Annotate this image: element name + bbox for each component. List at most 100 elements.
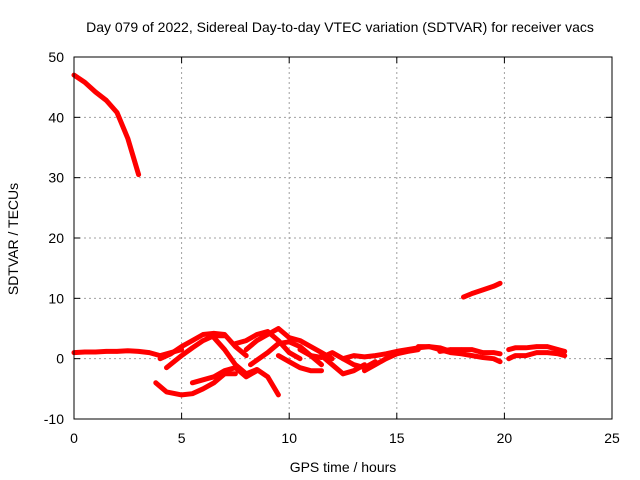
- data-point: [308, 353, 313, 358]
- y-tick-label: 20: [48, 230, 64, 246]
- data-point: [523, 345, 529, 351]
- data-point: [416, 344, 421, 349]
- data-point: [157, 356, 163, 361]
- data-point: [200, 332, 206, 337]
- data-point: [276, 326, 281, 331]
- y-tick-label: 40: [48, 109, 64, 125]
- x-tick-label: 25: [604, 430, 620, 446]
- data-point: [168, 351, 174, 357]
- data-point: [362, 354, 367, 360]
- data-point: [497, 359, 503, 364]
- data-point: [480, 287, 486, 293]
- data-point: [276, 353, 281, 358]
- data-point: [308, 344, 313, 349]
- data-point: [254, 338, 260, 343]
- data-point: [243, 347, 249, 352]
- data-series-arc-1: [71, 72, 142, 178]
- data-point: [459, 351, 464, 357]
- data-point: [373, 353, 378, 358]
- data-point: [469, 347, 475, 352]
- data-point: [491, 284, 496, 289]
- x-tick-label: 15: [389, 430, 405, 446]
- data-series-arc-7: [211, 335, 281, 398]
- data-point: [319, 353, 324, 358]
- x-tick-label: 5: [178, 430, 186, 446]
- y-tick-label: 50: [48, 49, 64, 65]
- data-point: [114, 110, 120, 115]
- chart-title: Day 079 of 2022, Sidereal Day-to-day VTE…: [86, 19, 594, 35]
- y-tick-label: 10: [48, 290, 64, 306]
- data-point: [265, 350, 270, 355]
- data-point: [437, 349, 443, 354]
- data-point: [93, 89, 98, 95]
- data-point: [248, 362, 253, 367]
- data-point: [461, 294, 466, 300]
- data-point: [153, 380, 158, 385]
- data-point: [179, 344, 184, 349]
- data-point: [82, 80, 87, 85]
- data-point: [297, 347, 303, 352]
- data-point: [497, 281, 503, 286]
- x-tick-label: 10: [281, 430, 297, 446]
- data-point: [394, 351, 399, 357]
- data-point: [497, 351, 503, 357]
- data-point: [104, 98, 109, 103]
- data-point: [308, 368, 313, 373]
- data-point: [523, 353, 529, 358]
- data-point: [469, 353, 475, 358]
- data-point: [211, 335, 217, 340]
- data-point: [480, 350, 486, 355]
- data-point: [556, 351, 561, 357]
- data-point: [330, 356, 335, 361]
- data-point: [211, 380, 217, 385]
- data-point: [222, 333, 227, 338]
- data-point: [164, 365, 169, 370]
- data-point: [297, 338, 303, 343]
- data-point: [222, 368, 227, 373]
- data-point: [480, 355, 486, 360]
- data-point: [200, 386, 206, 392]
- data-point: [243, 353, 249, 358]
- data-point: [114, 349, 120, 354]
- data-point: [276, 392, 281, 398]
- data-point: [164, 389, 169, 395]
- data-point: [233, 362, 238, 367]
- data-series-arc-4: [153, 371, 238, 398]
- data-point: [200, 377, 206, 382]
- data-point: [340, 356, 346, 361]
- data-point: [287, 339, 292, 344]
- data-point: [93, 349, 98, 355]
- data-point: [319, 362, 324, 367]
- y-tick-label: 30: [48, 170, 64, 186]
- data-point: [405, 349, 410, 354]
- data-point: [190, 338, 195, 343]
- data-point: [362, 362, 367, 367]
- data-point: [512, 353, 518, 358]
- data-point: [383, 356, 389, 361]
- data-point: [179, 392, 184, 398]
- data-point: [179, 353, 184, 358]
- data-point: [469, 291, 475, 296]
- data-point: [351, 368, 356, 373]
- x-tick-label: 20: [497, 430, 513, 446]
- data-point: [534, 344, 539, 349]
- data-point: [330, 362, 335, 367]
- y-tick-label: 0: [56, 351, 64, 367]
- data-point: [233, 341, 238, 346]
- data-point: [556, 347, 561, 352]
- axis-ticks: 0 5 10 15 20 25 -10 0 10 20 30 40 50: [44, 49, 620, 446]
- data-point: [491, 350, 496, 355]
- data-point: [265, 332, 270, 337]
- data-point: [512, 345, 518, 351]
- data-point: [562, 353, 567, 358]
- data-point: [211, 374, 217, 379]
- data-point: [254, 367, 260, 372]
- data-point: [125, 136, 130, 141]
- data-point: [545, 344, 550, 349]
- data-point: [222, 347, 227, 352]
- data-point: [330, 350, 335, 355]
- data-point: [506, 356, 511, 361]
- x-axis-label: GPS time / hours: [290, 459, 397, 475]
- data-point: [373, 362, 378, 367]
